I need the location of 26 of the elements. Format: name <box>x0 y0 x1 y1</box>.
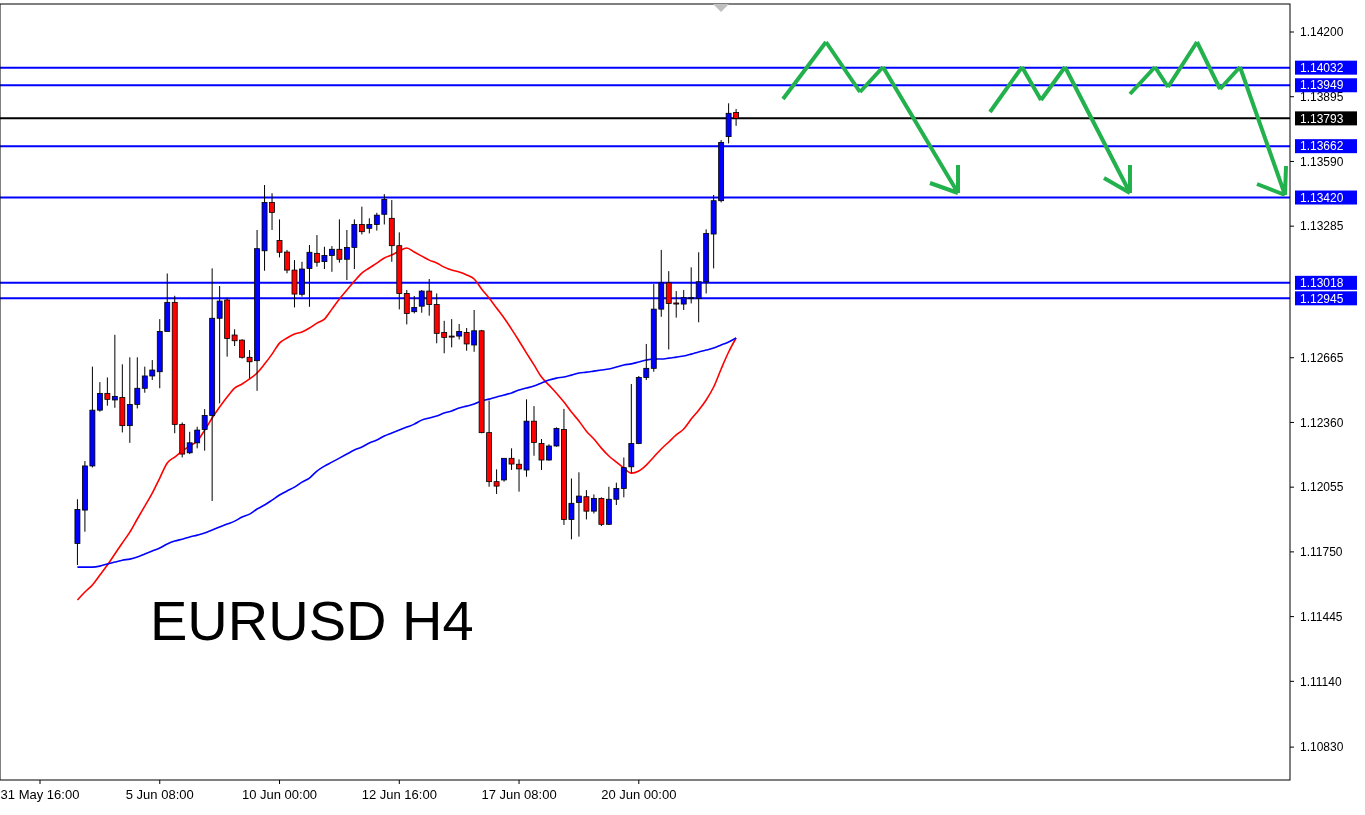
y-tick-label: 1.11445 <box>1300 609 1343 624</box>
ref-line-label: 1.13793 <box>1300 111 1344 126</box>
candlestick <box>628 383 635 474</box>
y-tick-label: 1.13590 <box>1300 154 1344 169</box>
y-tick-label: 1.12665 <box>1300 350 1344 365</box>
ref-line-label: 1.14032 <box>1300 60 1344 75</box>
x-tick-label: 17 Jun 08:00 <box>481 787 557 802</box>
ref-line-label: 1.12945 <box>1300 291 1344 306</box>
x-tick-label: 31 May 16:00 <box>0 787 80 802</box>
ref-line-label: 1.13420 <box>1300 190 1344 205</box>
y-tick-label: 1.11140 <box>1300 674 1342 689</box>
x-tick-label: 10 Jun 00:00 <box>241 787 318 802</box>
ref-line-label: 1.13018 <box>1300 276 1344 291</box>
x-tick-label: 12 Jun 16:00 <box>361 787 437 802</box>
ref-line-label: 1.13662 <box>1300 139 1344 154</box>
y-tick-label: 1.14200 <box>1300 25 1344 40</box>
annotation: EURUSD H4 <box>150 589 474 652</box>
y-tick-label: 1.12360 <box>1300 415 1344 430</box>
y-tick-label: 1.10830 <box>1300 740 1344 755</box>
line-series <box>76 247 737 601</box>
x-tick-label: 20 Jun 00:00 <box>601 787 677 802</box>
y-tick-label: 1.13285 <box>1300 219 1344 234</box>
y-tick-label: 1.12055 <box>1300 480 1344 495</box>
y-tick-label: 1.11750 <box>1300 545 1343 560</box>
x-tick-label: 5 Jun 08:00 <box>125 787 194 802</box>
candlestick <box>620 456 627 498</box>
